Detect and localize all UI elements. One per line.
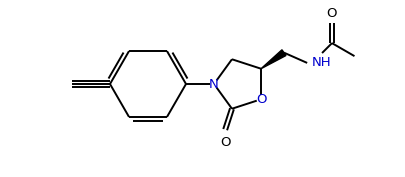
Text: NH: NH (312, 56, 332, 69)
Text: O: O (220, 136, 230, 149)
Polygon shape (261, 50, 286, 69)
Text: N: N (209, 78, 219, 90)
Text: O: O (327, 7, 337, 20)
Text: O: O (256, 93, 266, 106)
